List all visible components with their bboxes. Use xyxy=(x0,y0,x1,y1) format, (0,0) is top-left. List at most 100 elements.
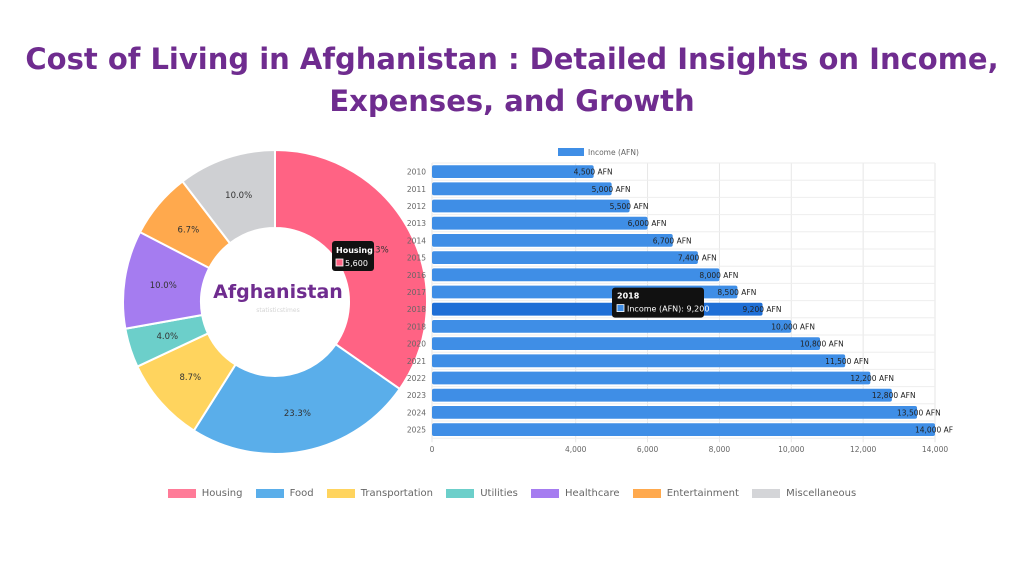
y-tick-label: 2017 xyxy=(407,288,426,297)
x-tick-label: 6,000 xyxy=(637,445,659,454)
slice-label-transportation: 8.7% xyxy=(179,373,201,383)
bar-value-label: 6,000 AFN xyxy=(628,219,667,228)
bar-2015 xyxy=(432,251,698,264)
center-sublabel: statisticstimes xyxy=(256,307,299,314)
bar-2014 xyxy=(432,234,673,247)
legend-item-healthcare[interactable]: Healthcare xyxy=(531,488,620,500)
y-tick-label: 2020 xyxy=(407,340,426,349)
bar-tooltip: 2018 Income (AFN): 9,200 xyxy=(612,287,709,318)
bar-tooltip-title: 2018 xyxy=(617,292,640,301)
legend-swatch xyxy=(752,489,781,498)
pie-tooltip-swatch xyxy=(335,258,344,267)
legend-label: Utilities xyxy=(480,488,518,499)
y-tick-label: 2023 xyxy=(407,391,426,400)
bar-2024 xyxy=(432,406,918,419)
legend-label: Healthcare xyxy=(565,488,620,499)
pie-tooltip-title: Housing xyxy=(336,246,373,255)
y-tick-label: 2012 xyxy=(407,202,426,211)
y-tick-label: 2015 xyxy=(407,254,426,263)
bar-value-label: 6,700 AFN xyxy=(653,236,692,245)
legend-swatch xyxy=(531,489,560,498)
y-tick-label: 2021 xyxy=(407,357,426,366)
page-title: Cost of Living in Afghanistan : Detailed… xyxy=(0,38,1024,122)
bar-value-label: 10,800 AFN xyxy=(800,340,844,349)
x-tick-label: 12,000 xyxy=(850,445,876,454)
income-bar-chart: Income (AFN) 0 4,000 6,000 8,000 10,000 12,000… xyxy=(407,148,953,454)
bar-legend-label: Income (AFN) xyxy=(588,148,639,157)
legend-label: Food xyxy=(289,488,314,499)
bar-tooltip-swatch xyxy=(616,304,625,313)
bar-tooltip-box xyxy=(612,287,704,318)
legend-swatch xyxy=(255,489,284,498)
bar-2019 xyxy=(432,320,792,333)
legend-swatch xyxy=(326,489,355,498)
legend-item-housing[interactable]: Housing xyxy=(167,488,242,500)
legend-item-transportation[interactable]: Transportation xyxy=(326,488,434,500)
y-tick-label: 2018 xyxy=(407,322,426,331)
x-tick-label: 10,000 xyxy=(778,445,804,454)
title-line-2: Expenses, and Growth xyxy=(329,84,695,118)
expense-doughnut-chart: 33.3% 23.3% 8.7% 4.0% 10.0% 6.7% 10.0% Afghanis… xyxy=(122,148,428,455)
legend-label: Entertainment xyxy=(666,488,739,499)
slice-label-housing: 33.3% xyxy=(362,246,389,256)
slice-label-utilities: 4.0% xyxy=(156,332,178,342)
bar-value-label: 9,200 AFN xyxy=(743,305,782,314)
bar-value-label: 14,000 AF xyxy=(915,426,953,435)
bar-2023 xyxy=(432,388,892,402)
pie-tooltip: Housing 5,600 xyxy=(332,241,374,271)
y-tick-label: 2018 xyxy=(407,305,426,314)
slice-miscellaneous xyxy=(181,148,276,245)
legend-item-entertainment[interactable]: Entertainment xyxy=(632,488,739,500)
y-tick-label: 2025 xyxy=(407,426,426,435)
y-tick-label: 2014 xyxy=(407,236,426,245)
slice-label-entertainment: 6.7% xyxy=(178,225,200,235)
bar-2025 xyxy=(432,423,935,436)
slice-label-miscellaneous: 10.0% xyxy=(225,191,252,201)
bar-value-label: 4,500 AFN xyxy=(574,168,613,177)
pie-tooltip-value: 5,600 xyxy=(345,259,368,268)
bar-tooltip-value: Income (AFN): 9,200 xyxy=(627,305,709,314)
bar-value-label: 11,500 AFN xyxy=(825,357,869,366)
legend-label: Miscellaneous xyxy=(786,488,857,499)
center-label: Afghanistan xyxy=(213,281,343,303)
slice-label-food: 23.3% xyxy=(284,409,311,419)
legend-label: Transportation xyxy=(360,488,434,499)
y-tick-label: 2013 xyxy=(407,219,426,228)
legend-swatch xyxy=(446,489,475,498)
bar-2013 xyxy=(432,216,648,230)
bar-value-label: 12,800 AFN xyxy=(872,391,916,400)
slice-food xyxy=(192,342,402,455)
y-tick-label: 2024 xyxy=(407,408,426,417)
bar-2022 xyxy=(432,371,871,385)
x-tick-label: 0 xyxy=(430,445,435,454)
bar-2020 xyxy=(432,337,821,350)
legend-item-miscellaneous[interactable]: Miscellaneous xyxy=(752,488,856,500)
legend-swatch xyxy=(167,489,196,498)
y-tick-label: 2016 xyxy=(407,271,426,280)
bar-value-label: 7,400 AFN xyxy=(678,254,717,263)
legend-item-food[interactable]: Food xyxy=(255,488,314,500)
bar-legend-swatch xyxy=(558,148,584,156)
bar-value-label: 10,000 AFN xyxy=(771,322,815,331)
y-tick-label: 2010 xyxy=(407,168,426,177)
bar-value-label: 5,000 AFN xyxy=(592,185,631,194)
bar-2018 xyxy=(432,302,763,316)
bar-2012 xyxy=(432,199,630,213)
bar-2010 xyxy=(432,165,594,178)
bar-2021 xyxy=(432,354,846,368)
bar-2011 xyxy=(432,182,612,196)
legend-item-utilities[interactable]: Utilities xyxy=(446,488,518,500)
title-line-1: Cost of Living in Afghanistan : Detailed… xyxy=(25,42,999,76)
bar-value-label: 8,500 AFN xyxy=(717,288,756,297)
bar-value-label: 13,500 AFN xyxy=(897,408,941,417)
bar-2016 xyxy=(432,268,720,282)
bar-value-label: 12,200 AFN xyxy=(850,374,894,383)
x-tick-label: 14,000 xyxy=(922,445,948,454)
bar-value-label: 5,500 AFN xyxy=(610,202,649,211)
y-tick-label: 2022 xyxy=(407,374,426,383)
x-tick-label: 8,000 xyxy=(709,445,731,454)
expense-legend: Housing Food Transportation Utilities He… xyxy=(0,488,1024,500)
x-tick-label: 4,000 xyxy=(565,445,587,454)
bar-value-label: 8,000 AFN xyxy=(699,271,738,280)
legend-swatch xyxy=(632,489,661,498)
